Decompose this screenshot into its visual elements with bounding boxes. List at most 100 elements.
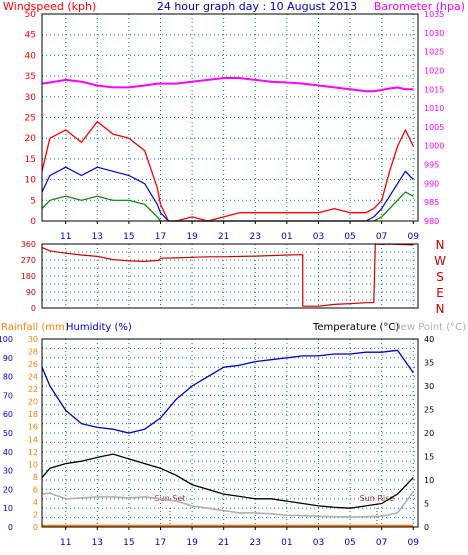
sunrise-label: Sun Rise bbox=[360, 494, 395, 503]
humidity-tick-label: 90 bbox=[3, 354, 13, 363]
windspeed-tick-label: 45 bbox=[25, 31, 36, 41]
temperature-tick-label: 0 bbox=[424, 523, 429, 532]
humidity-tick-label: 10 bbox=[3, 504, 13, 513]
x-tick-label: 11 bbox=[60, 232, 71, 242]
compass-label: N bbox=[436, 238, 445, 252]
humidity-tick-label: 40 bbox=[3, 448, 13, 457]
humidity-tick-label: 70 bbox=[3, 391, 13, 400]
temperature-tick-label: 25 bbox=[424, 406, 434, 415]
x-tick-label: 15 bbox=[123, 538, 134, 548]
humidity-tick-label: 20 bbox=[3, 485, 13, 494]
barometer-tick-label: 1015 bbox=[424, 85, 444, 94]
windspeed-tick-label: 15 bbox=[25, 155, 36, 165]
rainfall-tick-label: 12 bbox=[28, 448, 38, 457]
direction-tick-label: 0 bbox=[31, 304, 36, 313]
humidity-tick-label: 30 bbox=[3, 467, 13, 476]
rainfall-tick-label: 28 bbox=[28, 348, 38, 357]
windspeed-tick-label: 10 bbox=[25, 176, 37, 186]
temperature-series bbox=[41, 453, 414, 509]
rainfall-tick-label: 8 bbox=[33, 473, 38, 482]
temperature-tick-label: 35 bbox=[424, 359, 434, 368]
rainfall-axis-label: Rainfall (mm) bbox=[1, 322, 69, 333]
rainfall-tick-label: 0 bbox=[33, 523, 38, 532]
barometer-tick-label: 1010 bbox=[424, 104, 444, 113]
barometer-tick-label: 1020 bbox=[424, 66, 444, 75]
rainfall-tick-label: 26 bbox=[28, 360, 38, 369]
x-tick-label: 03 bbox=[313, 232, 324, 242]
direction-tick-label: 90 bbox=[26, 288, 36, 297]
x-tick-label: 11 bbox=[60, 538, 71, 548]
wind-direction-series bbox=[41, 243, 414, 307]
temperature-axis-label: Temperature (°C) bbox=[312, 322, 399, 333]
x-tick-label: 17 bbox=[155, 232, 166, 242]
compass-label: E bbox=[436, 286, 444, 300]
x-tick-label: 21 bbox=[218, 232, 229, 242]
rainfall-tick-label: 16 bbox=[28, 423, 38, 432]
compass-label: W bbox=[434, 254, 446, 268]
x-tick-label: 23 bbox=[250, 232, 261, 242]
windspeed-tick-label: 0 bbox=[30, 217, 36, 227]
temperature-tick-label: 15 bbox=[424, 453, 434, 462]
x-tick-label: 15 bbox=[123, 232, 134, 242]
barometer-tick-label: 1030 bbox=[424, 29, 444, 38]
windspeed-tick-label: 50 bbox=[25, 10, 37, 20]
x-tick-label: 05 bbox=[344, 538, 355, 548]
temperature-tick-label: 10 bbox=[424, 476, 434, 485]
humidity-tick-label: 60 bbox=[3, 410, 13, 419]
x-tick-label: 05 bbox=[344, 232, 355, 242]
barometer-axis-label: Barometer (hpa) bbox=[374, 0, 465, 13]
windspeed-tick-label: 5 bbox=[30, 196, 36, 206]
direction-tick-label: 180 bbox=[21, 272, 36, 281]
barometer-tick-label: 985 bbox=[424, 198, 439, 207]
x-tick-label: 17 bbox=[155, 538, 166, 548]
barometer-tick-label: 1035 bbox=[424, 10, 444, 19]
x-tick-label: 13 bbox=[92, 538, 103, 548]
x-tick-label: 01 bbox=[281, 538, 292, 548]
x-tick-label: 13 bbox=[92, 232, 103, 242]
barometer-tick-label: 990 bbox=[424, 179, 439, 188]
humidity-series bbox=[41, 349, 414, 434]
barometer-tick-label: 995 bbox=[424, 161, 439, 170]
humidity-tick-label: 80 bbox=[3, 373, 13, 382]
rainfall-tick-label: 30 bbox=[28, 335, 38, 344]
humidity-tick-label: 50 bbox=[3, 429, 13, 438]
x-tick-label: 07 bbox=[376, 538, 387, 548]
windspeed-tick-label: 25 bbox=[25, 114, 36, 124]
temperature-tick-label: 40 bbox=[424, 335, 434, 344]
x-tick-label: 01 bbox=[281, 232, 292, 242]
barometer-tick-label: 1000 bbox=[424, 142, 444, 151]
humidity-tick-label: 100 bbox=[0, 335, 13, 344]
barometer-series bbox=[41, 77, 414, 93]
chart-title: 24 hour graph day : 10 August 2013 bbox=[157, 0, 357, 13]
dewpoint-series bbox=[41, 491, 414, 518]
humidity-tick-label: 0 bbox=[8, 523, 13, 532]
wind-panel-frame bbox=[41, 13, 419, 222]
rainfall-tick-label: 24 bbox=[28, 373, 38, 382]
x-tick-label: 21 bbox=[218, 538, 229, 548]
humidity-axis-label: Humidity (%) bbox=[66, 322, 132, 333]
direction-panel-frame bbox=[41, 243, 419, 309]
x-tick-label: 09 bbox=[408, 232, 420, 242]
x-tick-label: 09 bbox=[408, 538, 420, 548]
rainfall-tick-label: 20 bbox=[28, 398, 38, 407]
compass-label: N bbox=[436, 302, 445, 316]
windspeed-axis-label: Windspeed (kph) bbox=[3, 0, 96, 13]
rainfall-tick-label: 2 bbox=[33, 510, 38, 519]
windspeed-tick-label: 35 bbox=[25, 72, 36, 82]
temperature-panel-frame bbox=[41, 338, 419, 528]
x-tick-label: 19 bbox=[186, 232, 198, 242]
windspeed-tick-label: 20 bbox=[25, 134, 37, 144]
x-tick-label: 03 bbox=[313, 538, 324, 548]
x-tick-label: 19 bbox=[186, 538, 198, 548]
dewpoint-axis-label: Dew Point (°C) bbox=[393, 322, 466, 333]
rainfall-tick-label: 10 bbox=[28, 460, 38, 469]
temperature-tick-label: 20 bbox=[424, 429, 434, 438]
barometer-tick-label: 1025 bbox=[424, 48, 444, 57]
rainfall-tick-label: 6 bbox=[33, 485, 38, 494]
direction-tick-label: 270 bbox=[21, 256, 36, 265]
barometer-tick-label: 980 bbox=[424, 217, 439, 226]
temperature-tick-label: 30 bbox=[424, 382, 434, 391]
windspeed-tick-label: 40 bbox=[25, 51, 37, 61]
temperature-tick-label: 5 bbox=[424, 500, 429, 509]
rainfall-tick-label: 22 bbox=[28, 385, 38, 394]
